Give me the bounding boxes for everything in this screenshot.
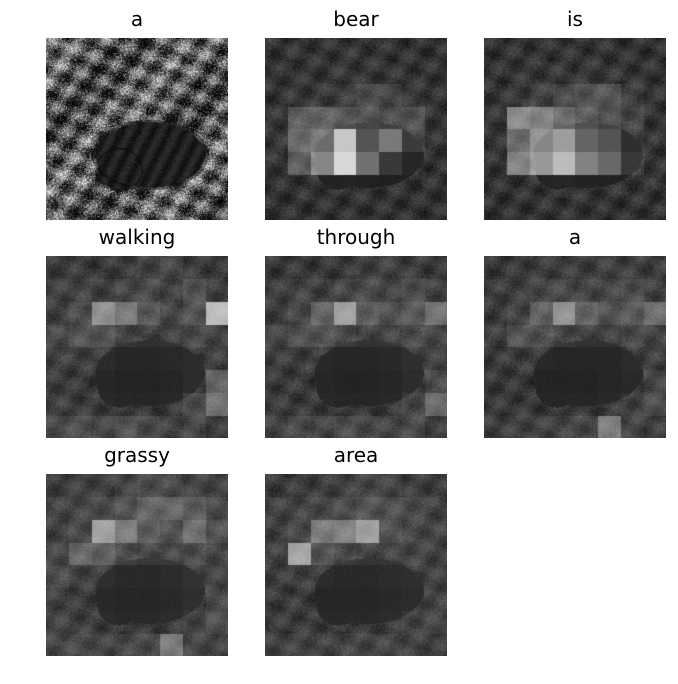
panel-8-title: area (333, 443, 379, 467)
panel-1-title: a (130, 7, 144, 31)
panel-5-title: through (316, 225, 396, 249)
attention-map-walking (46, 256, 228, 438)
panel-4-title: walking (98, 225, 176, 249)
attention-map-is (484, 38, 666, 220)
attention-map-area (265, 474, 447, 656)
attention-map-a (484, 256, 666, 438)
panel-2-title: bear (333, 7, 379, 31)
panel-7-title: grassy (104, 443, 170, 467)
panel-6-title: a (568, 225, 582, 249)
panel-3-title: is (567, 7, 583, 31)
bear-photo-image (46, 38, 228, 220)
attention-map-grassy (46, 474, 228, 656)
attention-map-bear (265, 38, 447, 220)
attention-map-through (265, 256, 447, 438)
